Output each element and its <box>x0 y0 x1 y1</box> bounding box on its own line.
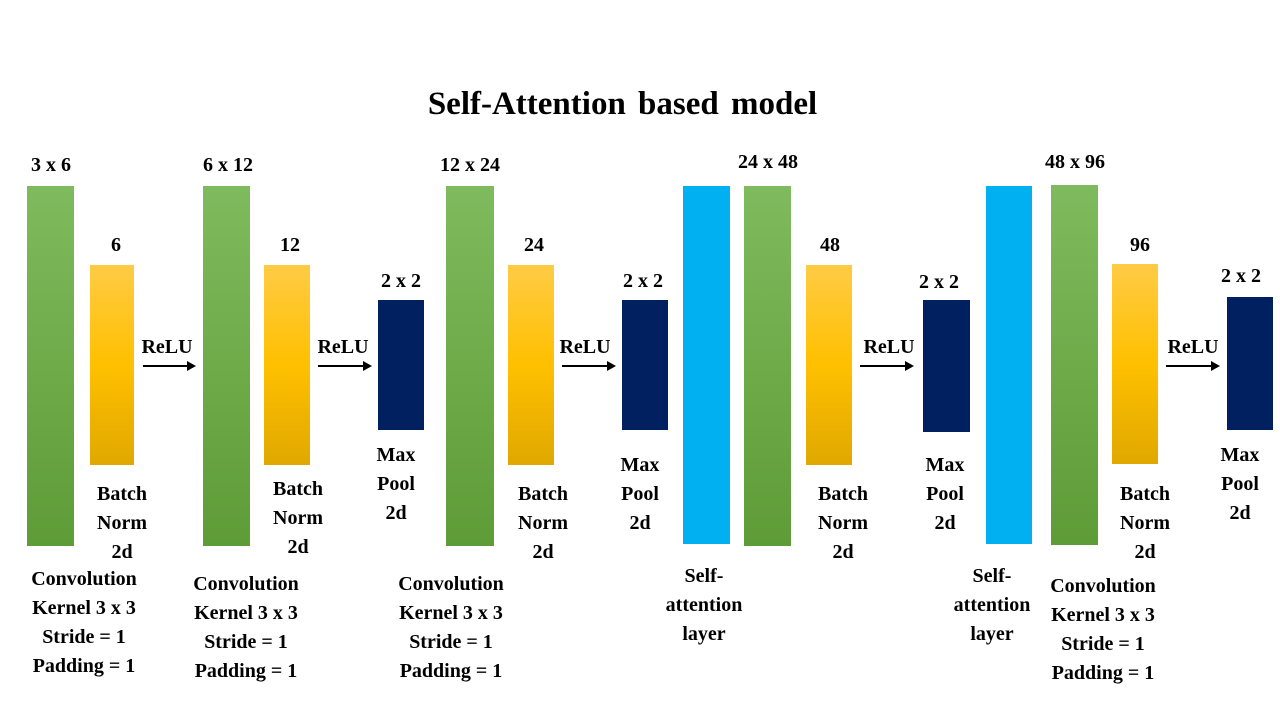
conv4-block <box>744 186 791 546</box>
relu2-label: ReLU <box>317 336 369 358</box>
bn3-size-label: 24 <box>524 234 544 256</box>
relu3-arrow <box>562 360 616 372</box>
bn4-block <box>806 265 852 465</box>
pool4-size-label: 2 x 2 <box>1221 265 1261 287</box>
maxpool4-block <box>1227 297 1273 430</box>
pool2-label: Max Pool 2d <box>620 454 660 534</box>
conv5-desc: Convolution Kernel 3 x 3 Stride = 1 Padd… <box>1050 575 1156 684</box>
bn1-size-label: 6 <box>111 234 121 256</box>
maxpool2-block <box>622 300 668 430</box>
relu3-label: ReLU <box>559 336 611 358</box>
bn4-size-label: 48 <box>820 234 840 256</box>
bn1-label: Batch Norm 2d <box>97 483 147 563</box>
attn2-label: Self- attention layer <box>953 565 1031 645</box>
relu4-arrow <box>860 360 914 372</box>
conv3-desc: Convolution Kernel 3 x 3 Stride = 1 Padd… <box>398 573 504 682</box>
self-attention-block-2 <box>986 186 1032 544</box>
pool4-label: Max Pool 2d <box>1220 444 1260 524</box>
maxpool3-block <box>923 300 970 432</box>
diagram-title: Self-Attention based model <box>427 86 818 122</box>
bn1-block <box>90 265 134 465</box>
conv1-size-label: 3 x 6 <box>31 154 71 176</box>
relu5-label: ReLU <box>1167 336 1219 358</box>
conv1-desc: Convolution Kernel 3 x 3 Stride = 1 Padd… <box>31 568 137 677</box>
bn5-label: Batch Norm 2d <box>1120 483 1170 563</box>
relu2-arrow <box>318 360 372 372</box>
conv1-block <box>27 186 74 546</box>
conv5-size-label: 48 x 96 <box>1045 151 1105 173</box>
conv2-size-label: 6 x 12 <box>203 154 253 176</box>
pool2-size-label: 2 x 2 <box>623 270 663 292</box>
self-attention-block-1 <box>683 186 730 544</box>
conv3-block <box>446 186 494 546</box>
pool3-size-label: 2 x 2 <box>919 271 959 293</box>
conv4-size-label: 24 x 48 <box>738 151 798 173</box>
bn5-block <box>1112 264 1158 464</box>
bn2-size-label: 12 <box>280 234 300 256</box>
bn3-label: Batch Norm 2d <box>518 483 568 563</box>
relu1-label: ReLU <box>141 336 193 358</box>
conv2-block <box>203 186 250 546</box>
bn5-size-label: 96 <box>1130 234 1150 256</box>
relu5-arrow <box>1166 360 1220 372</box>
conv2-desc: Convolution Kernel 3 x 3 Stride = 1 Padd… <box>193 573 299 682</box>
pool3-label: Max Pool 2d <box>925 454 965 534</box>
attn1-label: Self- attention layer <box>665 565 743 645</box>
conv3-size-label: 12 x 24 <box>440 154 500 176</box>
relu4-label: ReLU <box>863 336 915 358</box>
bn2-label: Batch Norm 2d <box>273 478 323 558</box>
bn2-block <box>264 265 310 465</box>
pool1-size-label: 2 x 2 <box>381 270 421 292</box>
maxpool1-block <box>378 300 424 430</box>
bn4-label: Batch Norm 2d <box>818 483 868 563</box>
pool1-label: Max Pool 2d <box>376 444 416 524</box>
relu1-arrow <box>143 360 196 372</box>
conv5-block <box>1051 185 1098 545</box>
bn3-block <box>508 265 554 465</box>
